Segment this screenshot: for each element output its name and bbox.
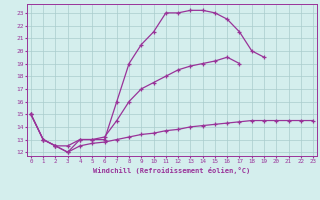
X-axis label: Windchill (Refroidissement éolien,°C): Windchill (Refroidissement éolien,°C)	[93, 167, 251, 174]
